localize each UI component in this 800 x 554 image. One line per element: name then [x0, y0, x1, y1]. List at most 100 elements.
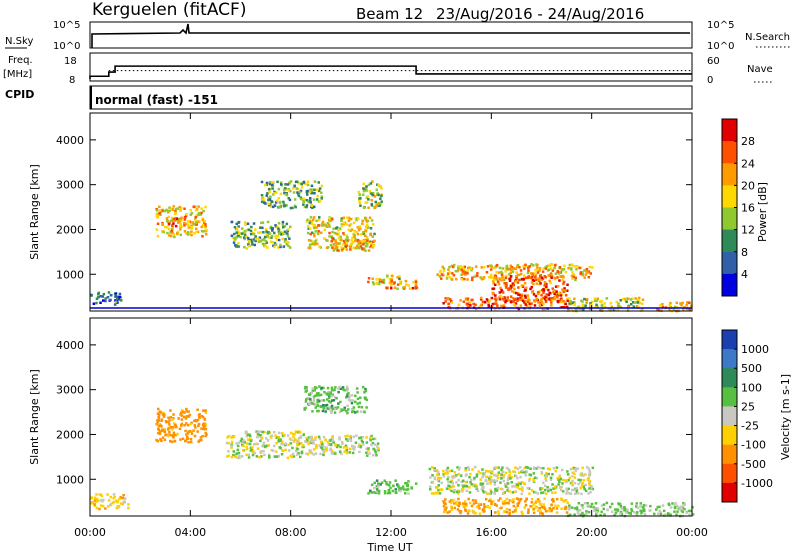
power-cell — [556, 299, 559, 303]
power-cell — [356, 226, 360, 229]
power-cell — [365, 236, 369, 240]
velocity-cell — [95, 506, 99, 510]
velocity-ylabel: Slant Range [km] — [28, 369, 41, 465]
velocity-cell — [525, 497, 528, 500]
velocity-cell — [565, 489, 569, 493]
power-cell — [517, 307, 521, 311]
date-range: 23/Aug/2016 - 24/Aug/2016 — [436, 5, 644, 23]
velocity-cell — [91, 500, 94, 504]
power-cell — [533, 304, 537, 307]
velocity-cell — [468, 509, 471, 513]
power-cell — [179, 233, 182, 237]
velocity-cell — [200, 415, 204, 418]
power-cell — [607, 308, 611, 311]
power-cell — [388, 278, 392, 281]
velocity-cell — [555, 511, 559, 514]
velocity-cell — [551, 491, 554, 494]
velocity-cell — [513, 485, 517, 488]
colorbar-tick-label: 8 — [741, 246, 748, 259]
power-cell — [183, 224, 186, 227]
power-cell — [537, 301, 540, 304]
power-cell — [495, 297, 498, 300]
power-cell — [114, 295, 117, 298]
velocity-cell — [486, 492, 489, 495]
velocity-cell — [196, 408, 199, 411]
power-cell — [175, 218, 178, 222]
velocity-cell — [583, 502, 587, 505]
power-cell — [508, 287, 512, 290]
velocity-cell — [348, 394, 351, 398]
power-cell — [513, 291, 516, 294]
power-cell — [313, 223, 316, 227]
velocity-cell — [404, 482, 407, 485]
power-cell — [554, 263, 557, 267]
cpid-text: normal (fast) -151 — [95, 93, 218, 107]
beam-label: Beam 12 — [356, 5, 423, 23]
velocity-cell — [261, 445, 264, 448]
velocity-cell — [585, 489, 588, 493]
velocity-cell — [515, 506, 518, 510]
power-cell — [335, 227, 338, 230]
velocity-cell — [343, 389, 346, 392]
velocity-cell — [429, 485, 432, 488]
velocity-cell — [505, 510, 509, 514]
velocity-cell — [313, 389, 316, 392]
power-cell — [183, 221, 186, 225]
power-cell — [579, 307, 583, 311]
power-cell — [492, 280, 495, 283]
velocity-cell — [350, 394, 354, 397]
velocity-cell — [444, 498, 447, 501]
velocity-cell — [258, 430, 261, 433]
power-cell — [353, 233, 356, 237]
power-cell — [344, 238, 348, 241]
power-cell — [538, 266, 542, 270]
power-cell — [296, 180, 299, 183]
power-cell — [489, 264, 493, 267]
power-cell — [585, 298, 589, 301]
power-cell — [509, 300, 513, 304]
velocity-cell — [683, 507, 686, 511]
power-cell — [285, 222, 289, 226]
power-cell — [504, 270, 507, 273]
velocity-cell — [447, 484, 450, 487]
power-cell — [447, 302, 451, 305]
power-cell — [190, 211, 194, 215]
velocity-cell — [321, 409, 325, 413]
power-cell — [120, 299, 123, 302]
power-cell — [247, 238, 251, 241]
power-cell — [286, 241, 290, 245]
power-cell — [549, 281, 552, 285]
power-cell — [625, 300, 628, 303]
power-cell — [446, 274, 449, 277]
velocity-cell — [600, 504, 604, 507]
velocity-cell — [482, 508, 485, 511]
power-cell — [247, 228, 251, 232]
velocity-cell — [567, 508, 571, 511]
velocity-cell — [605, 501, 609, 505]
velocity-cell — [508, 490, 511, 493]
power-cell — [554, 285, 558, 288]
colorbar-swatch — [722, 444, 737, 465]
velocity-cell — [351, 451, 355, 455]
power-cell — [357, 242, 360, 245]
power-cell — [95, 301, 98, 305]
power-cell — [359, 242, 362, 245]
velocity-cell — [389, 486, 392, 490]
velocity-cell — [470, 478, 473, 482]
power-cell — [312, 232, 316, 236]
nave-tick-bottom: 0 — [707, 75, 713, 86]
power-cell — [469, 267, 473, 270]
power-cell — [461, 272, 465, 275]
power-cell — [636, 301, 639, 304]
power-cell — [533, 273, 536, 277]
power-cell — [260, 200, 264, 204]
y-tick-label: 2000 — [56, 428, 84, 441]
power-cell — [169, 219, 173, 222]
power-cell — [605, 297, 608, 300]
velocity-cell — [452, 474, 455, 478]
velocity-cell — [370, 443, 373, 447]
power-cell — [396, 287, 399, 290]
power-cell — [460, 268, 463, 272]
velocity-cell — [99, 504, 103, 507]
power-cell — [317, 230, 320, 233]
